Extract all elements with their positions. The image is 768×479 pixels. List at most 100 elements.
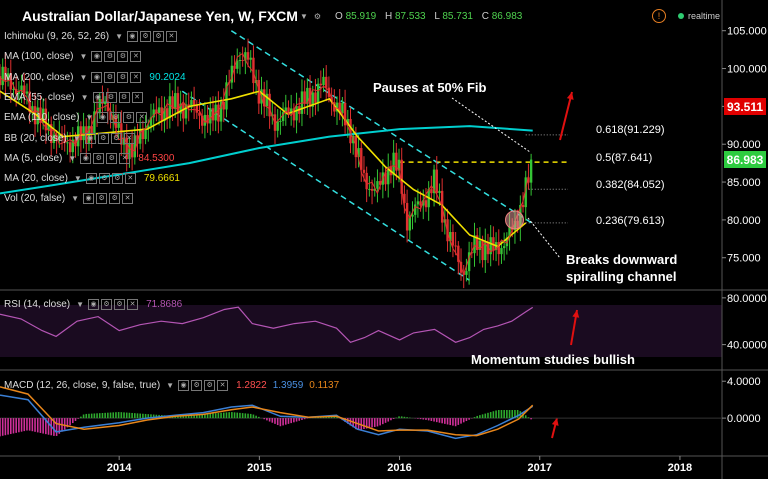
chevron-down-icon[interactable]: ▼ (76, 300, 85, 309)
chevron-down-icon[interactable]: ▼ (71, 194, 80, 204)
candle-body (39, 107, 42, 124)
eye-icon: ◉ (91, 71, 103, 83)
candle-body (246, 52, 250, 60)
indicator-legend-row[interactable]: Ichimoku (9, 26, 52, 26) ▼ ◉ ⚙ ⚙ ✕ (4, 31, 185, 42)
channel-lower-line (181, 90, 471, 282)
settings-icon: ⚙ (110, 132, 122, 144)
candle-body (1, 66, 4, 86)
chevron-down-icon[interactable]: ▼ (72, 133, 81, 143)
candle-body (157, 107, 161, 113)
chevron-down-icon[interactable]: ▼ (80, 92, 89, 102)
candle-body (395, 152, 398, 171)
rsi-band (0, 305, 722, 357)
macd-value-3: 0.1137 (309, 380, 340, 391)
eye-icon: ◉ (85, 173, 97, 185)
indicator-legend-row[interactable]: Vol (20, false) ▼ ◉ ⚙ ⚙ ✕ (4, 193, 141, 205)
chevron-down-icon[interactable]: ▼ (166, 381, 175, 390)
indicator-name: MA (5, close) (4, 152, 63, 164)
macd-line (0, 394, 534, 440)
legend-controls[interactable]: ◉ ⚙ ⚙ ✕ (92, 91, 143, 103)
candle-body (521, 205, 525, 208)
chevron-down-icon[interactable]: ▼ (79, 72, 88, 82)
chart-header: Australian Dollar/Japanese Yen, W, FXCM … (0, 0, 720, 32)
rsi-legend[interactable]: RSI (14, close) ▼ ◉ ⚙ ⚙ ✕ 71.8686 (4, 299, 182, 310)
legend-controls[interactable]: ◉ ⚙ ⚙ ✕ (84, 132, 135, 144)
rsi-legend-name: RSI (14, close) (4, 299, 71, 310)
candle-body (284, 107, 287, 113)
indicator-legend-row[interactable]: BB (20, close) ▼ ◉ ⚙ ⚙ ✕ (4, 132, 143, 144)
legend-controls[interactable]: ◉ ⚙ ⚙ ✕ (178, 380, 229, 391)
legend-controls[interactable]: ◉ ⚙ ⚙ ✕ (126, 31, 177, 42)
ohlc-readout: O 85.919 H 87.533 L 85.731 C 86.983 (335, 11, 528, 22)
indicator-legend-row[interactable]: MA (5, close) ▼ ◉ ⚙ ⚙ ✕ 84.5300 (4, 152, 175, 164)
symbol-title[interactable]: Australian Dollar/Japanese Yen, W, FXCM (22, 8, 298, 24)
indicator-legend-row[interactable]: MA (100, close) ▼ ◉ ⚙ ⚙ ✕ (4, 51, 149, 63)
candle-body (306, 87, 309, 104)
macd-legend[interactable]: MACD (12, 26, close, 9, false, true) ▼ ◉… (4, 380, 339, 391)
indicator-legend-row[interactable]: EMA (55, close) ▼ ◉ ⚙ ⚙ ✕ (4, 91, 151, 103)
candle-body (289, 108, 293, 113)
gear-icon: ⚙ (97, 132, 109, 144)
candle-body (117, 123, 120, 128)
candle-body (357, 148, 360, 158)
close-icon: ✕ (165, 31, 177, 42)
candle-body (327, 87, 331, 97)
candle-body (322, 76, 325, 86)
indicator-value: 90.2024 (149, 71, 186, 83)
candle-body (147, 125, 150, 129)
annotation-pause: Pauses at 50% Fib (373, 80, 486, 95)
close-icon: ✕ (123, 132, 135, 144)
candle-body (362, 169, 366, 173)
rsi-line (0, 306, 534, 343)
candle-body (168, 96, 172, 119)
candle-body (28, 91, 31, 113)
candle-body (136, 135, 139, 144)
candle-body (52, 134, 56, 144)
indicator-value: 84.5300 (138, 152, 175, 164)
candle-body (265, 93, 269, 107)
candle-body (163, 108, 166, 122)
chevron-down-icon[interactable]: ▼ (68, 153, 77, 163)
breakout-marker (505, 210, 525, 230)
candle-body (376, 181, 379, 189)
indicator-legend-row[interactable]: MA (200, close) ▼ ◉ ⚙ ⚙ ✕ 90.2024 (4, 71, 186, 83)
legend-controls[interactable]: ◉ ⚙ ⚙ ✕ (88, 299, 139, 310)
close-icon: ✕ (136, 112, 148, 124)
chevron-down-icon[interactable]: ▼ (79, 52, 88, 62)
candle-body (211, 108, 215, 121)
up-arrow-rsi-head (572, 310, 580, 318)
ma200-price-tag: 93.511 (727, 100, 763, 114)
candle-body (63, 137, 66, 143)
settings-icon: ⚙ (152, 31, 164, 42)
indicator-name: MA (200, close) (4, 71, 74, 83)
candle-body (101, 99, 104, 104)
legend-controls[interactable]: ◉ ⚙ ⚙ ✕ (80, 152, 131, 164)
settings-icon[interactable]: ⚙ (313, 11, 322, 21)
chevron-down-icon[interactable]: ▼ (73, 174, 82, 184)
chevron-down-icon[interactable]: ▼ (299, 11, 308, 21)
candle-body (373, 188, 376, 191)
high-value: 87.533 (395, 10, 426, 22)
warning-icon[interactable]: ! (651, 9, 666, 23)
legend-controls[interactable]: ◉ ⚙ ⚙ ✕ (91, 71, 142, 83)
candle-body (144, 128, 147, 140)
candle-body (68, 142, 72, 153)
fib-label: 0.382(84.052) (596, 179, 665, 191)
legend-controls[interactable]: ◉ ⚙ ⚙ ✕ (85, 173, 136, 185)
annotation-breaks-1: Breaks downward (566, 252, 677, 267)
indicator-legend-row[interactable]: MA (20, close) ▼ ◉ ⚙ ⚙ ✕ 79.6661 (4, 173, 180, 185)
close-icon: ✕ (122, 193, 134, 205)
settings-icon: ⚙ (117, 71, 129, 83)
candle-body (130, 143, 134, 158)
legend-controls[interactable]: ◉ ⚙ ⚙ ✕ (83, 193, 134, 205)
candle-body (424, 200, 428, 208)
indicator-legend-row[interactable]: EMA (110, close) ▼ ◉ ⚙ ⚙ ✕ (4, 112, 155, 124)
candle-body (279, 121, 282, 123)
legend-controls[interactable]: ◉ ⚙ ⚙ ✕ (97, 112, 148, 124)
time-tick-label: 2017 (528, 462, 552, 474)
chevron-down-icon[interactable]: ▼ (115, 32, 123, 41)
legend-controls[interactable]: ◉ ⚙ ⚙ ✕ (91, 51, 142, 63)
chevron-down-icon[interactable]: ▼ (85, 113, 94, 123)
gear-icon: ⚙ (105, 91, 117, 103)
